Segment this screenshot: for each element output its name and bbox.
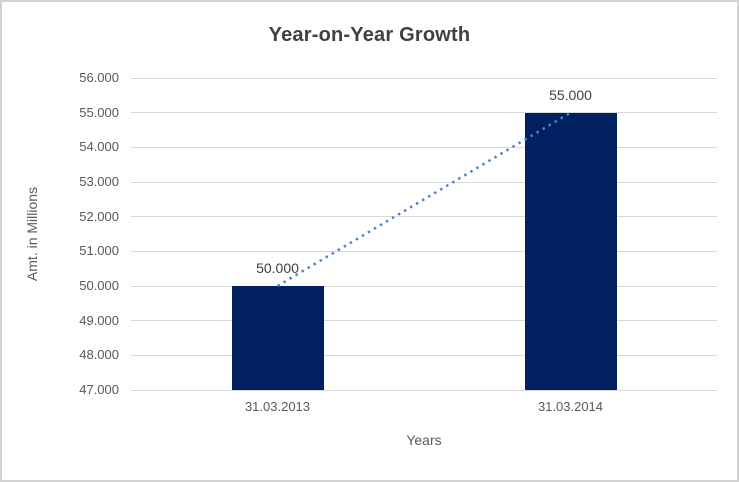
gridline <box>131 250 717 252</box>
gridline <box>131 216 717 218</box>
y-axis-title: Amt. in Millions <box>24 186 40 282</box>
x-axis-tick-label: 31.03.2013 <box>244 399 311 414</box>
x-axis-tick-label: 31.03.2014 <box>537 399 604 414</box>
x-axis-title: Years <box>406 432 442 448</box>
chart-title: Year-on-Year Growth <box>268 24 471 46</box>
bar-31.03.2013 <box>231 286 324 390</box>
gridline <box>131 77 717 79</box>
gridline <box>131 354 717 356</box>
y-axis-tick-label: 52.000 <box>79 208 119 224</box>
y-axis-tick-label: 53.000 <box>79 174 119 189</box>
plot-area: 47.000 48.000 49.000 50.000 51.000 52.000 53.0… <box>79 70 717 414</box>
gridline <box>131 320 717 322</box>
y-axis-tick-label: 49.000 <box>79 312 119 328</box>
gridline <box>131 146 717 148</box>
gridline <box>131 285 717 287</box>
y-axis-tick-label: 51.000 <box>79 243 119 259</box>
y-axis-tick-label: 56.000 <box>79 70 119 85</box>
bar-data-label: 50.000 <box>256 260 299 276</box>
trendline <box>276 111 572 288</box>
y-axis-tick-label: 47.000 <box>79 382 119 397</box>
gridline <box>131 112 717 114</box>
y-axis-tick-label: 54.000 <box>79 139 119 155</box>
y-axis-tick-label: 55.000 <box>79 104 119 120</box>
y-axis-tick-label: 50.000 <box>79 278 119 293</box>
bar-31.03.2014 <box>524 112 617 390</box>
bar-data-label: 55.000 <box>549 86 592 103</box>
trendline-path <box>276 111 572 288</box>
y-axis-tick-label: 48.000 <box>79 347 119 363</box>
gridline <box>131 181 717 183</box>
gridline <box>131 389 717 391</box>
